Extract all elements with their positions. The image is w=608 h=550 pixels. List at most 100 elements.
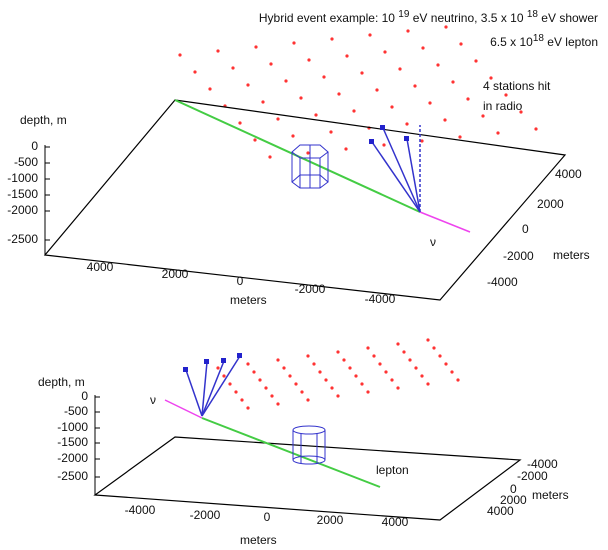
station (390, 105, 394, 109)
station (396, 342, 400, 346)
tick-label: -2000 (7, 203, 38, 217)
station (450, 370, 454, 374)
station (193, 70, 197, 74)
station (330, 386, 334, 390)
station (432, 346, 436, 350)
station (444, 362, 448, 366)
tick-label: 2000 (537, 197, 564, 211)
station (444, 25, 448, 29)
station (276, 358, 280, 362)
station (420, 139, 424, 143)
station (268, 155, 272, 159)
tick-label: 0 (264, 510, 271, 524)
station (354, 374, 358, 378)
station (314, 113, 318, 117)
radio-rays (371, 125, 421, 213)
station (398, 67, 402, 71)
station (405, 122, 409, 126)
station (504, 93, 508, 97)
station (299, 96, 303, 100)
tick-label: -1500 (57, 435, 88, 449)
tick-label: -500 (64, 404, 88, 418)
axis-label: depth, m (20, 113, 67, 127)
tick-label: -2500 (57, 469, 88, 483)
station (344, 147, 348, 151)
station (458, 135, 462, 139)
header-line1: Hybrid event example: 10 19 eV neutrino,… (259, 9, 598, 25)
station (318, 370, 322, 374)
nu-label: ν (150, 393, 156, 407)
axis-label: depth, m (38, 375, 85, 389)
station (306, 398, 310, 402)
tick-label: -500 (14, 155, 38, 169)
station (489, 76, 493, 80)
text: eV neutrino, 3.5 x 10 (409, 11, 526, 25)
tick-label: 2000 (500, 493, 527, 507)
station (252, 370, 256, 374)
station (474, 59, 478, 63)
tick-label: 0 (81, 389, 88, 403)
station (208, 87, 212, 91)
axis-label: meters (230, 293, 267, 307)
tick-label: 0 (31, 139, 38, 153)
station (264, 386, 268, 390)
tick-label: -2000 (190, 508, 221, 522)
station (216, 49, 220, 53)
station (322, 75, 326, 79)
tick-label: -4000 (527, 457, 558, 471)
station (421, 46, 425, 50)
track (419, 211, 471, 233)
track (201, 417, 381, 488)
station (378, 362, 382, 366)
station (420, 374, 424, 378)
text: 18 (533, 33, 545, 44)
tick-label: -2000 (57, 451, 88, 465)
station (481, 114, 485, 118)
station (413, 84, 417, 88)
lepton-label: lepton (376, 463, 409, 477)
station (178, 53, 182, 57)
station (428, 101, 432, 105)
station (451, 80, 455, 84)
station (366, 390, 370, 394)
note: 4 stations hit (483, 79, 551, 93)
tick-label: -1000 (7, 171, 38, 185)
station (408, 358, 412, 362)
station (402, 350, 406, 354)
note: in radio (483, 99, 523, 113)
station (360, 71, 364, 75)
station (443, 118, 447, 122)
station (352, 109, 356, 113)
station (261, 100, 265, 104)
station (228, 382, 232, 386)
text: Hybrid event example: 10 (259, 11, 398, 25)
station (396, 386, 400, 390)
plane (43, 99, 567, 301)
station (222, 374, 226, 378)
station (384, 370, 388, 374)
tick-label: 0 (522, 222, 529, 236)
station (366, 346, 370, 350)
station (238, 121, 242, 125)
station (375, 88, 379, 92)
tick-label: -4000 (365, 292, 396, 306)
station (459, 42, 463, 46)
station (438, 354, 442, 358)
station (270, 394, 274, 398)
track (164, 399, 203, 419)
station (246, 406, 250, 410)
tick-label: 0 (510, 482, 517, 496)
text: eV lepton (544, 35, 598, 49)
tick-label: 4000 (555, 167, 582, 181)
station (294, 382, 298, 386)
station (269, 62, 273, 66)
axis-label: meters (553, 248, 590, 262)
plane (93, 436, 522, 521)
station (276, 402, 280, 406)
station (307, 58, 311, 62)
station (519, 110, 523, 114)
detector (291, 144, 329, 189)
station (496, 131, 500, 135)
tick-label: -2000 (295, 282, 326, 296)
